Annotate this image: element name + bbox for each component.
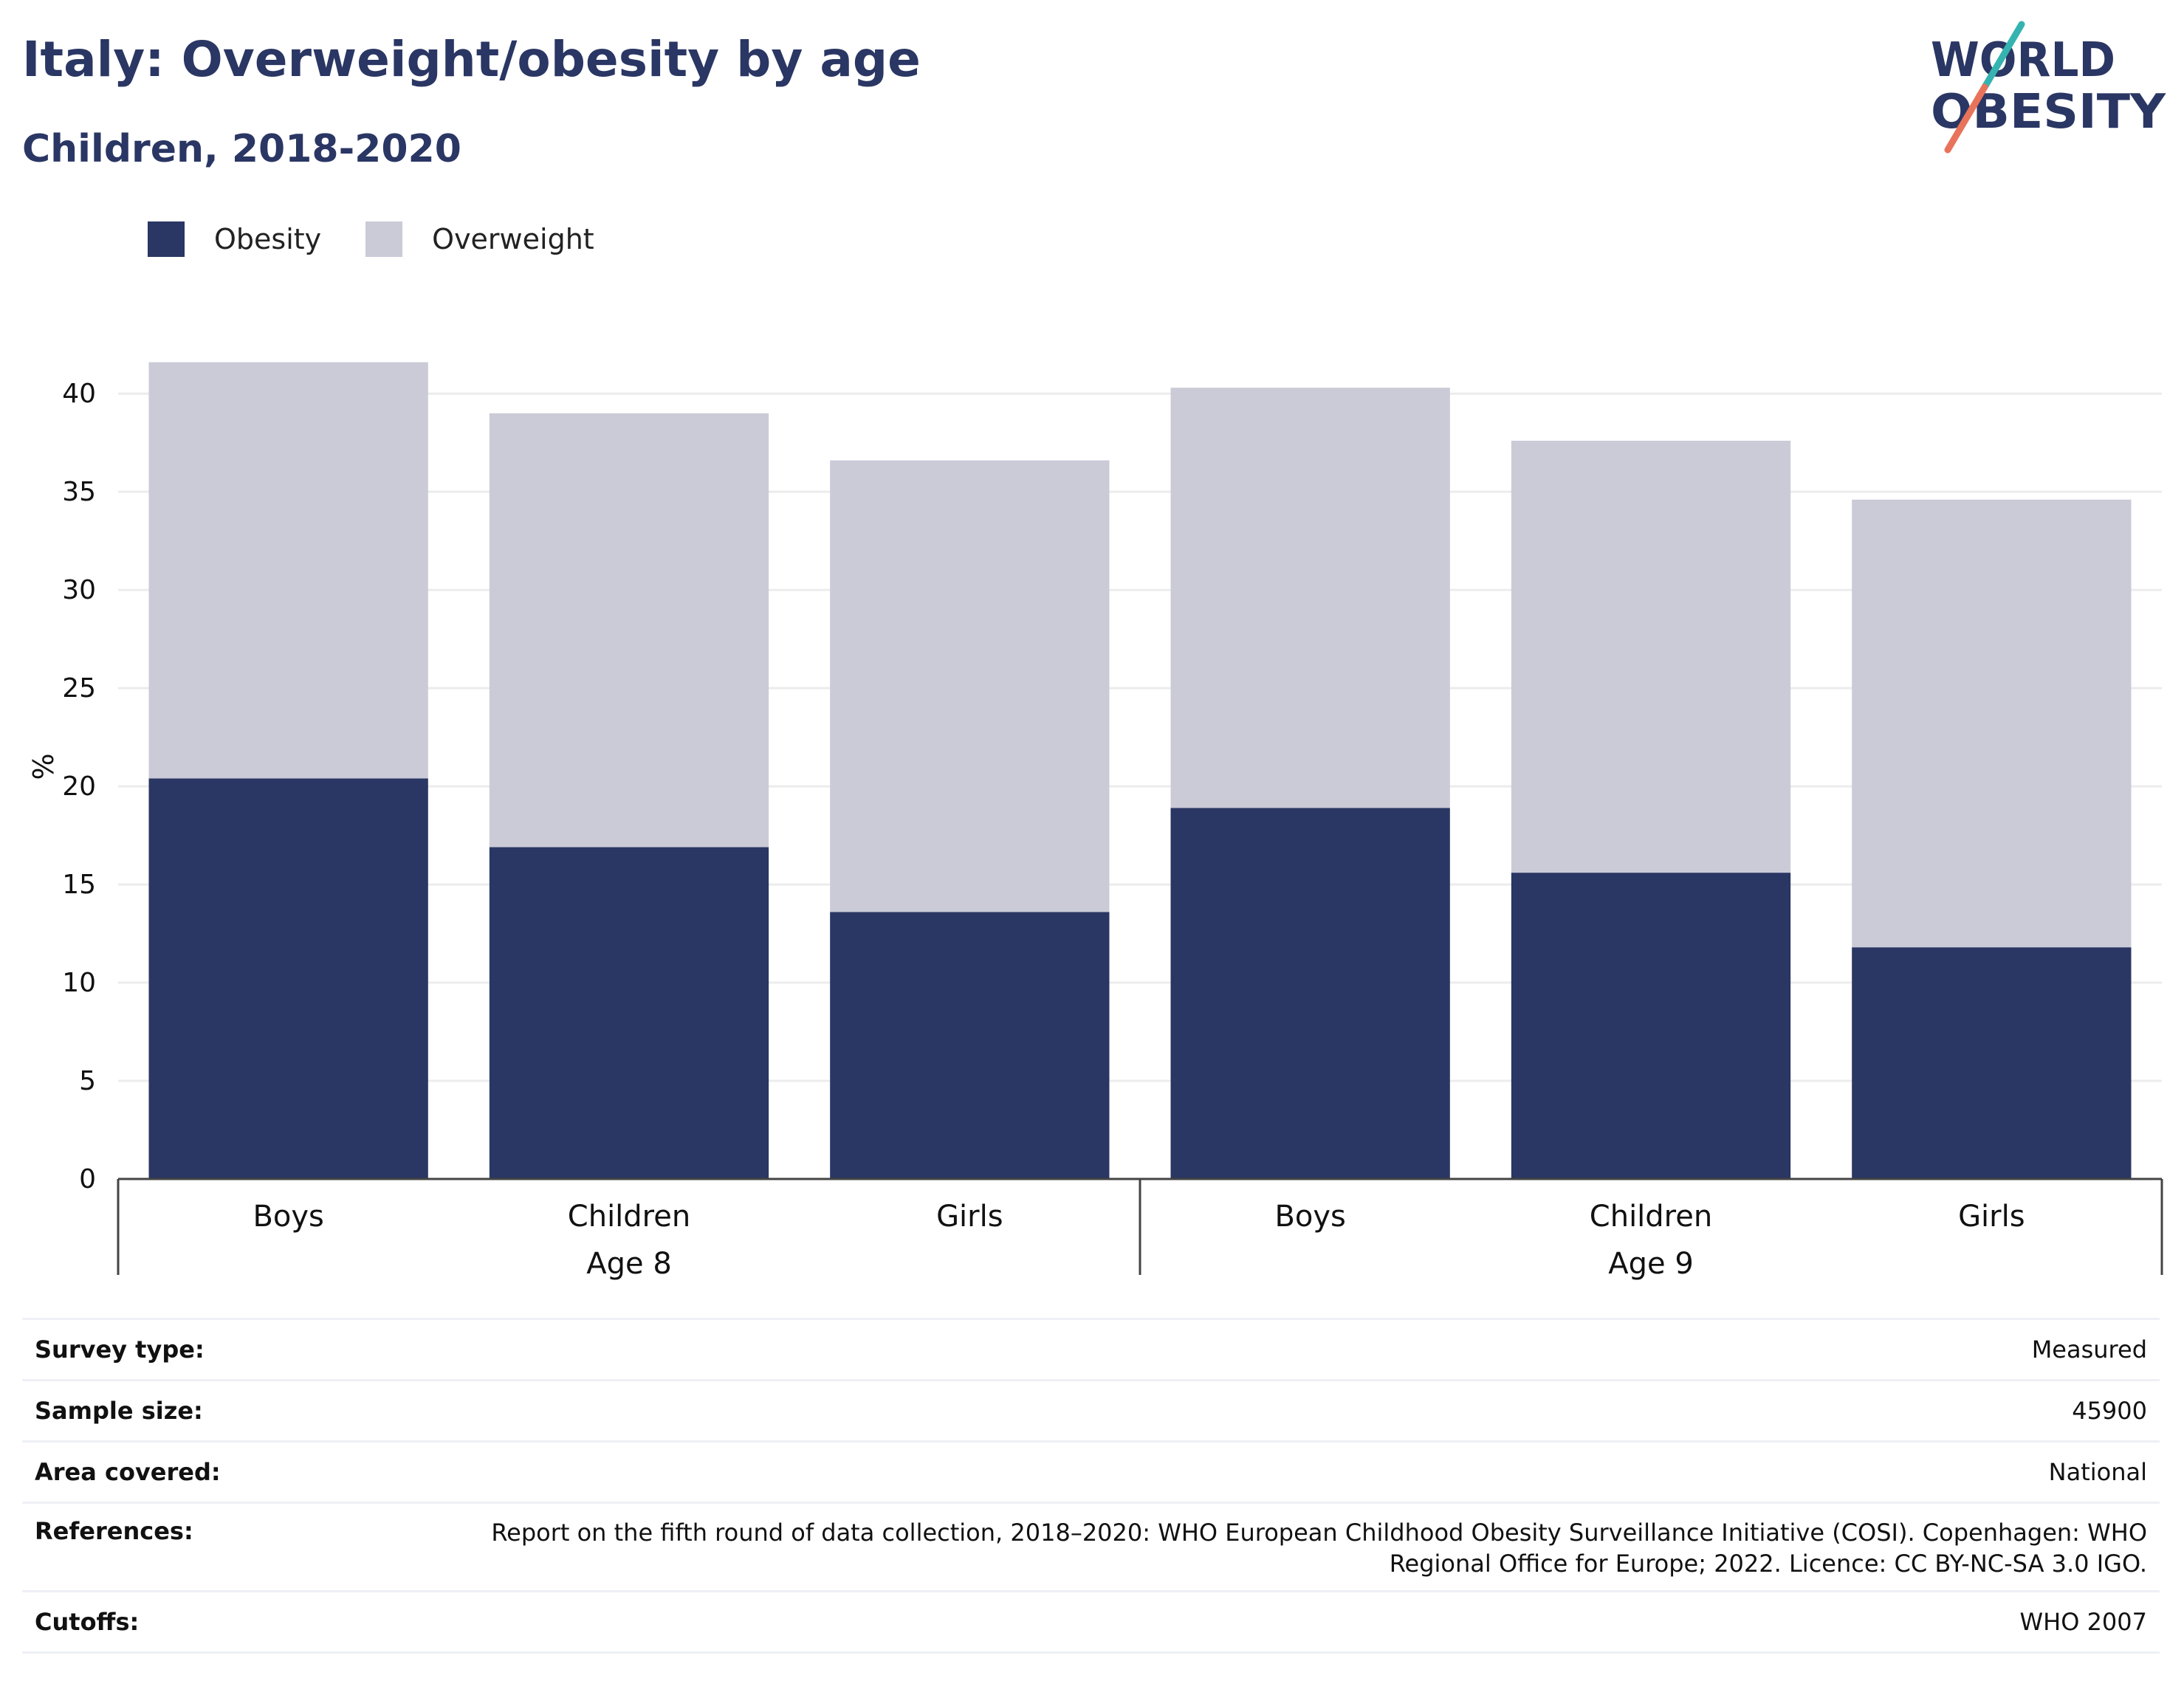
info-row-references: References: Report on the fifth round of…	[22, 1502, 2160, 1590]
bar-obesity-children-1	[489, 847, 769, 1179]
bar-overweight-girls-1	[830, 460, 1110, 912]
chart-subtitle: Children, 2018-2020	[22, 127, 461, 171]
bar-overweight-children-1	[489, 413, 769, 848]
y-tick-label: 15	[62, 870, 96, 900]
x-tick-label: Girls	[1958, 1200, 2025, 1234]
info-row-cutoffs: Cutoffs: WHO 2007	[22, 1590, 2160, 1654]
group-label: Age 9	[1608, 1247, 1694, 1281]
info-row-survey-type: Survey type: Measured	[22, 1318, 2160, 1379]
bar-overweight-girls-2	[1852, 499, 2132, 948]
bar-overweight-children-2	[1511, 441, 1791, 873]
y-tick-label: 30	[62, 575, 96, 605]
chart-title: Italy: Overweight/obesity by age	[22, 31, 921, 88]
info-label: Survey type:	[35, 1335, 205, 1364]
y-tick-label: 25	[62, 673, 96, 704]
y-tick-label: 35	[62, 477, 96, 507]
y-tick-label: 10	[62, 968, 96, 998]
legend-item-obesity[interactable]: Obesity	[148, 221, 321, 257]
bar-chart: 0 5 10 15 20 25 30 35 40% Boys Children Girls Boys Ch…	[27, 362, 2163, 1281]
x-tick-label: Boys	[1274, 1200, 1345, 1234]
info-value: Report on the fifth round of data collec…	[491, 1519, 2147, 1578]
legend-label-overweight: Overweight	[432, 223, 594, 255]
info-row-sample-size: Sample size: 45900	[22, 1379, 2160, 1440]
x-tick-label: Children	[568, 1200, 690, 1234]
info-value: National	[2048, 1458, 2147, 1486]
y-tick-label: 40	[62, 379, 96, 409]
info-value: WHO 2007	[2019, 1608, 2148, 1636]
y-tick-label: 20	[62, 771, 96, 802]
bar-obesity-boys-1	[148, 778, 428, 1179]
legend-item-overweight[interactable]: Overweight	[365, 221, 594, 257]
info-label: Area covered:	[35, 1458, 221, 1486]
bar-obesity-girls-2	[1852, 947, 2132, 1179]
info-value: 45900	[2072, 1397, 2147, 1425]
y-tick-label: 5	[79, 1066, 96, 1096]
x-tick-label: Children	[1590, 1200, 1712, 1234]
bar-obesity-boys-2	[1170, 808, 1450, 1179]
legend-label-obesity: Obesity	[214, 223, 322, 255]
info-label: References:	[35, 1517, 193, 1545]
info-label: Sample size:	[35, 1397, 203, 1425]
chart-legend: Obesity Overweight	[148, 221, 639, 257]
x-tick-label: Girls	[936, 1200, 1003, 1234]
y-tick-label: 0	[79, 1164, 96, 1194]
bar-overweight-boys-2	[1170, 388, 1450, 808]
survey-info-table: Survey type: Measured Sample size: 45900…	[22, 1318, 2160, 1654]
info-value: Measured	[2031, 1335, 2147, 1364]
logo-line-1: WORLD	[1931, 33, 2115, 88]
legend-swatch-overweight	[365, 221, 403, 257]
info-row-area-covered: Area covered: National	[22, 1440, 2160, 1502]
group-label: Age 8	[586, 1247, 672, 1281]
logo-coral-slash	[1944, 83, 1988, 154]
logo-teal-slash	[1981, 21, 2025, 91]
legend-swatch-obesity	[148, 221, 185, 257]
bar-obesity-children-2	[1511, 873, 1791, 1179]
x-tick-label: Boys	[253, 1200, 323, 1234]
world-obesity-logo: WORLD OBESITY	[1931, 21, 2166, 154]
y-axis-label: %	[27, 753, 60, 780]
info-label: Cutoffs:	[35, 1608, 140, 1636]
bar-obesity-girls-1	[830, 912, 1110, 1179]
bar-overweight-boys-1	[148, 362, 428, 779]
